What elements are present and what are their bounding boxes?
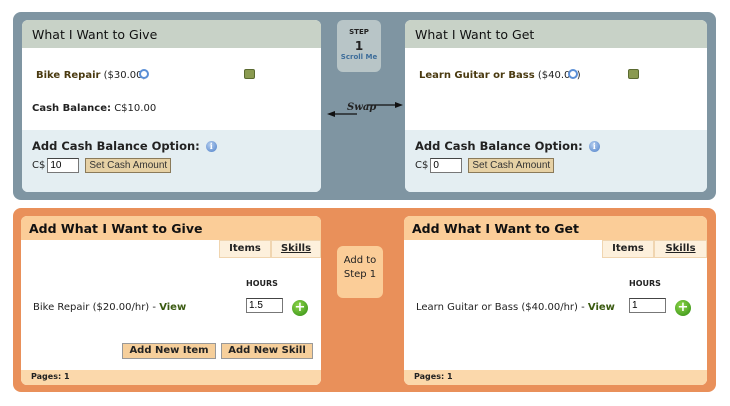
add-plus-icon[interactable]: + [292,300,308,316]
row-text: Learn Guitar or Bass ($40.00/hr) - [416,302,588,313]
scroll-me-link[interactable]: Scroll Me [340,53,378,61]
add-get-card: Add What I Want to Get Items Skills HOUR… [404,216,707,385]
clock-icon[interactable] [568,69,578,79]
give-title: What I Want to Give [22,20,321,48]
gift-icon[interactable] [628,69,639,79]
info-icon[interactable]: i [588,140,600,152]
tab-skills[interactable]: Skills [654,240,707,258]
currency-label: C$ [415,160,429,171]
hours-label: HOURS [629,279,661,288]
tab-items[interactable]: Items [602,240,654,258]
pages-label: Pages: 1 [404,370,707,385]
get-card: What I Want to Get Learn Guitar or Bass … [405,20,707,192]
get-item: Learn Guitar or Bass ($40.00) [419,70,581,81]
list-item: Learn Guitar or Bass ($40.00/hr) - View [416,302,615,313]
get-option-label: Add Cash Balance Option: [415,139,583,153]
step-label: STEP [349,28,369,36]
give-item: Bike Repair ($30.00) [36,70,146,81]
step-number: 1 [354,39,364,53]
swap-button[interactable]: Swap [327,99,403,119]
step-indicator: STEP 1 Scroll Me [337,20,381,72]
swap-label: Swap [347,102,377,113]
pages-label: Pages: 1 [21,370,321,385]
add-new-skill-button[interactable]: Add New Skill [221,343,313,359]
give-set-cash-button[interactable]: Set Cash Amount [85,158,172,173]
get-item-name[interactable]: Learn Guitar or Bass [419,70,535,81]
view-link[interactable]: View [159,302,187,313]
add-get-title: Add What I Want to Get [404,216,707,240]
view-link[interactable]: View [587,302,615,313]
currency-label: C$ [32,160,46,171]
get-cash-input[interactable] [430,158,463,173]
swap-arrows-icon [327,102,403,117]
info-icon[interactable]: i [205,140,217,152]
add-to-step-button[interactable]: Add to Step 1 [337,246,383,298]
list-item: Bike Repair ($20.00/hr) - View [33,302,186,313]
get-set-cash-button[interactable]: Set Cash Amount [468,158,555,173]
add-give-title: Add What I Want to Give [21,216,321,240]
give-item-price: ($30.00) [103,70,147,81]
cash-balance-label: Cash Balance: [32,103,112,114]
add-give-card: Add What I Want to Give Items Skills HOU… [21,216,321,385]
give-item-name[interactable]: Bike Repair [36,70,101,81]
get-item-price: ($40.00) [537,70,581,81]
give-option-label: Add Cash Balance Option: [32,139,200,153]
tab-items[interactable]: Items [219,240,271,258]
give-cash-input[interactable] [47,158,80,173]
row-text: Bike Repair ($20.00/hr) - [33,302,160,313]
hours-input[interactable] [629,298,666,313]
hours-input[interactable] [246,298,283,313]
get-title: What I Want to Get [405,20,707,48]
tab-skills[interactable]: Skills [271,240,321,258]
clock-icon[interactable] [139,69,149,79]
cash-balance-value: C$10.00 [114,103,157,114]
give-card: What I Want to Give Bike Repair ($30.00)… [22,20,321,192]
gift-icon[interactable] [244,69,255,79]
hours-label: HOURS [246,279,278,288]
add-plus-icon[interactable]: + [675,300,691,316]
add-new-item-button[interactable]: Add New Item [122,343,216,359]
